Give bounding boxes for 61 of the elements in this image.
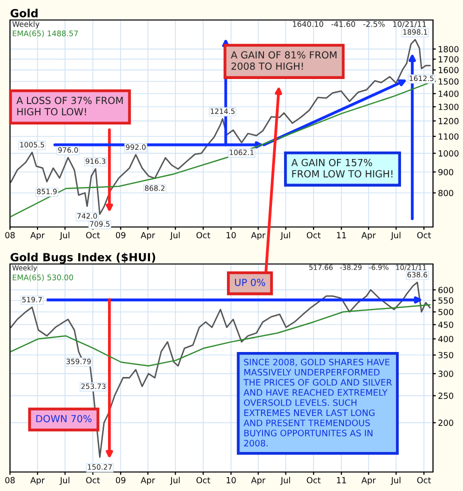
x-tick-label: Jul xyxy=(170,232,180,240)
x-tick-label: Apr xyxy=(30,477,45,485)
annotation: A GAIN OF 157% FROM LOW TO HIGH! xyxy=(291,158,392,178)
text: SINCE 2008, GOLD SHARES HAVE MASSIVELY UNDERPERFORMED THE PRICES OF GOLD AND SILVER AND HAVE REACHED EXTREMELY OVERSOLD LEVELS. SUCH EXTREMES NEVER LAST LONG AND PRESENT TREMENDOUS BUYING OPPORTUNITES AS IN 2008. xyxy=(243,358,392,446)
y-tick-label: 1000 xyxy=(438,150,459,157)
y-tick-label: 1800 xyxy=(438,46,459,52)
y-tick-label: 1200 xyxy=(438,118,459,124)
x-tick-label: Oct xyxy=(417,232,431,238)
x-tick-label: Jul xyxy=(60,476,70,485)
annotation: A LOSS OF 37% FROM HIGH TO LOW! xyxy=(16,96,123,116)
y-tick-label: 600 xyxy=(438,286,454,294)
x-tick-label: 08 xyxy=(5,232,15,238)
y-tick-label: 900 xyxy=(438,168,454,176)
annotation: DOWN 70% xyxy=(36,414,92,422)
y-tick-label: 550 xyxy=(438,297,454,304)
y-tick-label: 800 xyxy=(438,190,454,196)
y-tick-label: 450 xyxy=(438,322,454,328)
x-tick-label: Apr xyxy=(140,477,156,485)
y-tick-label: 200 xyxy=(438,420,454,426)
x-tick-label: Oct xyxy=(196,232,210,238)
x-tick-label: Apr xyxy=(30,232,45,240)
annotation: UP 0% xyxy=(235,278,266,286)
x-tick-label: Jul xyxy=(60,232,70,240)
y-tick-label: 1600 xyxy=(438,66,459,74)
x-tick-label: Oct xyxy=(86,477,100,484)
chart-title: Gold Bugs Index ($HUI) xyxy=(10,252,156,264)
y-tick-label: 300 xyxy=(438,370,454,377)
x-tick-label: Jul xyxy=(170,476,180,485)
line-series xyxy=(10,304,431,366)
y-tick-label: 350 xyxy=(438,352,454,358)
y-tick-label: 1500 xyxy=(438,78,459,85)
x-tick-label: Oct xyxy=(306,477,321,484)
x-tick-label: Apr xyxy=(251,477,266,485)
x-tick-label: Jul xyxy=(390,476,400,485)
annotation: A GAIN OF 81% FROM 2008 TO HIGH! xyxy=(230,51,336,70)
x-tick-label: Apr xyxy=(140,232,156,240)
y-tick-label: 1300 xyxy=(438,104,459,110)
x-tick-label: Jul xyxy=(280,232,290,240)
x-tick-label: Oct xyxy=(417,477,431,484)
y-tick-label: 1400 xyxy=(438,90,459,97)
x-tick-label: 11 xyxy=(337,477,346,484)
y-tick-label: 250 xyxy=(438,392,454,399)
x-tick-label: Apr xyxy=(361,477,376,485)
x-tick-label: 10 xyxy=(226,477,236,484)
x-tick-label: Jul xyxy=(280,476,290,485)
chart-title: Gold xyxy=(10,8,38,18)
x-tick-label: 08 xyxy=(5,477,15,484)
y-tick-label: 400 xyxy=(438,336,454,342)
y-tick-label: 1100 xyxy=(438,133,459,140)
x-tick-label: 09 xyxy=(116,232,126,238)
y-tick-label: 1700 xyxy=(438,56,459,62)
x-tick-label: Oct xyxy=(86,232,100,238)
x-tick-label: Apr xyxy=(251,232,266,240)
x-tick-label: 11 xyxy=(337,232,346,238)
x-tick-label: Oct xyxy=(306,232,321,238)
x-tick-label: Jul xyxy=(390,232,400,240)
y-tick-label: 500 xyxy=(438,308,454,316)
x-tick-label: 09 xyxy=(116,477,126,484)
x-tick-label: Oct xyxy=(196,477,210,484)
x-tick-label: Apr xyxy=(361,232,376,240)
x-tick-label: 10 xyxy=(226,232,236,238)
